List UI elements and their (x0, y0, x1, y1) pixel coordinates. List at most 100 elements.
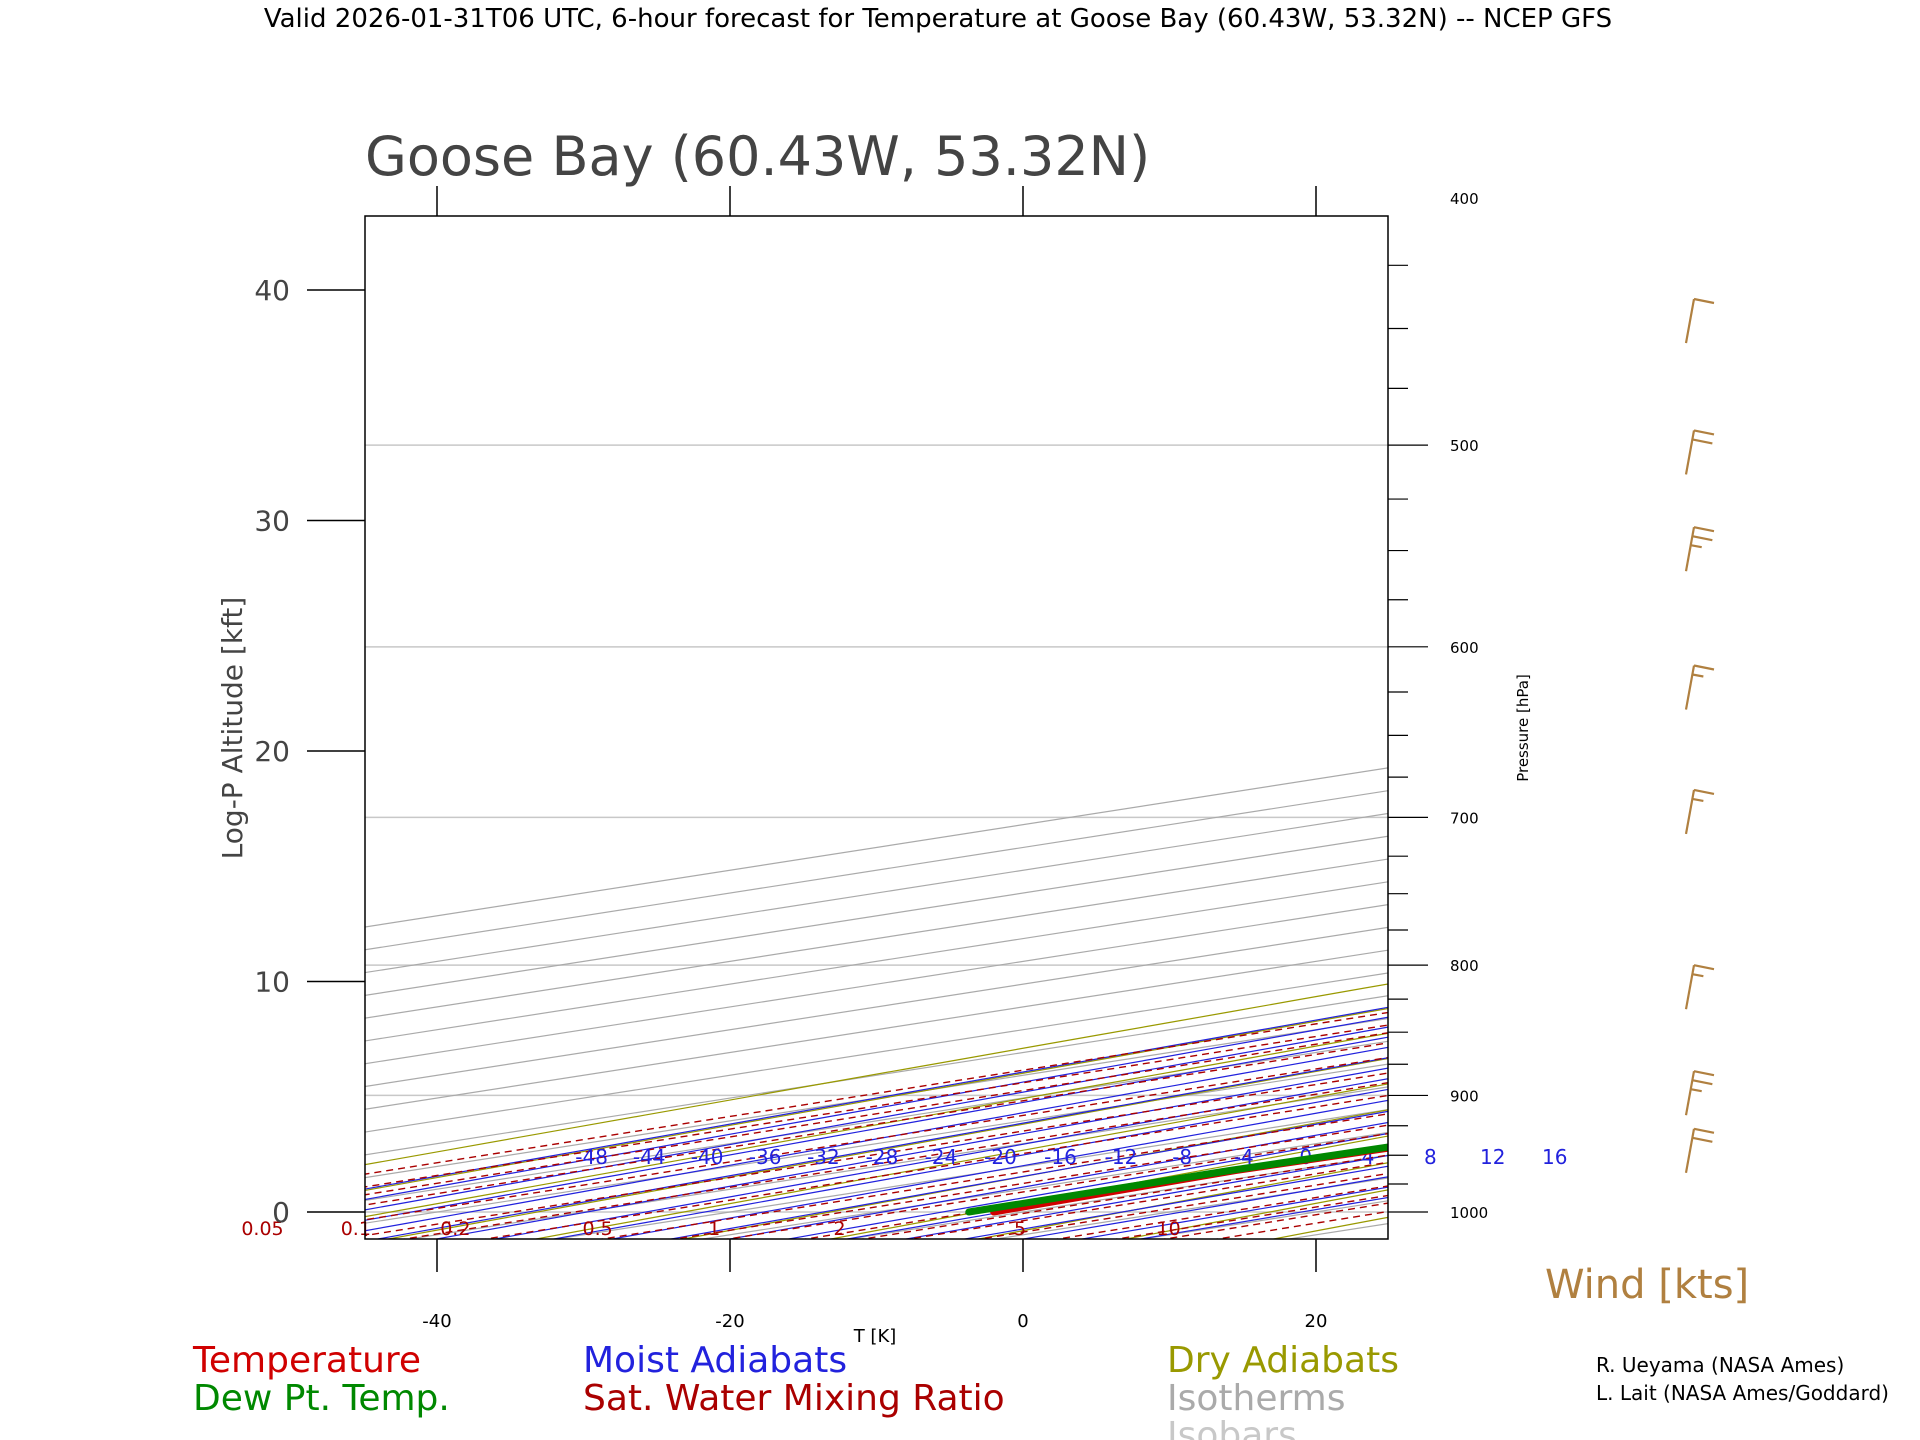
wind-barb (1684, 526, 1715, 572)
y-tick-label: 10 (254, 966, 290, 999)
mixing-ratio-line (481, 1094, 1388, 1239)
pressure-tick-label: 800 (1450, 957, 1479, 975)
dry-adiabat-line (385, 1057, 1388, 1239)
wind-label: Wind [kts] (1545, 1262, 1749, 1308)
isotherm-line (365, 926, 1388, 1088)
moist-adiabat-label: 12 (1480, 1145, 1505, 1169)
y-tick-label: 40 (254, 274, 290, 307)
moist-adiabat-line (550, 1088, 1388, 1239)
dry-adiabat-line (1553, 193, 1920, 1242)
mixing-ratio-line (1112, 1194, 1388, 1239)
legend-temperature: Temperature (192, 1340, 421, 1381)
plot-frame (364, 215, 1389, 1240)
y-tick-label: 30 (254, 505, 290, 538)
moist-adiabat-line (1078, 1186, 1388, 1239)
wind-barbs (1684, 297, 1715, 1174)
thermo-diagram-lines (365, 186, 1920, 1242)
moist-adiabat-label: -28 (866, 1145, 899, 1169)
dry-adiabat-line (365, 1032, 1388, 1218)
moist-adiabat-label: -12 (1105, 1145, 1138, 1169)
moist-adiabat-label: -44 (633, 1145, 666, 1169)
mixing-ratio-line (859, 1154, 1388, 1239)
mixing-ratio-label: 0.5 (582, 1218, 612, 1240)
x-axis-label: T [K] (853, 1326, 897, 1347)
credit-line-1: R. Ueyama (NASA Ames) (1596, 1353, 1844, 1377)
mixing-ratio-line (801, 1145, 1388, 1239)
sounding-profiles (965, 1143, 1388, 1216)
legend-dewpoint: Dew Pt. Temp. (193, 1378, 450, 1419)
dry-adiabat-line (1406, 193, 1920, 1242)
wind-barb (1684, 1070, 1715, 1116)
mixing-ratio-label: 2 (834, 1218, 846, 1240)
pressure-tick-label: 700 (1450, 809, 1479, 827)
moist-adiabat-line (785, 1132, 1388, 1239)
moist-adiabat-line (902, 1154, 1388, 1239)
dry-adiabat-line (365, 1007, 1388, 1192)
legend-isobars: Isobars (1167, 1415, 1297, 1440)
moist-adiabat-label: 8 (1424, 1145, 1437, 1169)
isotherm-line (1416, 186, 1920, 1242)
legend: Temperature Dew Pt. Temp. Moist Adiabats… (192, 1340, 1399, 1440)
moist-adiabat-label: -36 (749, 1145, 782, 1169)
moist-adiabat-line (961, 1165, 1388, 1239)
moist-adiabat-label: -16 (1044, 1145, 1077, 1169)
isotherm-line (1284, 1222, 1388, 1239)
legend-isotherms: Isotherms (1167, 1378, 1345, 1419)
mixing-ratio-line (365, 1056, 1388, 1221)
mixing-ratio-label: 0.2 (440, 1218, 470, 1240)
pressure-tick-label: 400 (1450, 190, 1479, 208)
moist-adiabat-label: -40 (691, 1145, 724, 1169)
moist-adiabat-line (365, 1046, 1388, 1232)
x-tick-label: -40 (422, 1311, 451, 1332)
isotherm-line (365, 1040, 1388, 1202)
moist-adiabat-line (491, 1078, 1388, 1239)
moist-adiabat-line (365, 1026, 1388, 1211)
moist-adiabat-line (365, 1016, 1388, 1201)
dry-adiabat-line (827, 1135, 1388, 1239)
isotherm-line (845, 1154, 1388, 1239)
mixing-ratio-line (365, 1032, 1388, 1196)
pressure-tick-label: 500 (1450, 437, 1479, 455)
x-tick-label: -20 (715, 1311, 744, 1332)
pressure-axis-label: Pressure [hPa] (1514, 674, 1532, 782)
isotherm-line (365, 995, 1388, 1156)
isotherm-line (552, 1109, 1388, 1239)
moist-adiabat-line (365, 1036, 1388, 1221)
x-tick-label: 20 (1305, 1311, 1328, 1332)
wind-barb (1684, 664, 1715, 710)
mixing-ratio-line (365, 1072, 1388, 1237)
isotherm-line (365, 1063, 1388, 1224)
dry-adiabat-line (1848, 193, 1920, 1242)
moist-adiabat-label: -20 (984, 1145, 1017, 1169)
mixing-ratio-label: 0.1 (341, 1218, 371, 1240)
credit-line-2: L. Lait (NASA Ames/Goddard) (1596, 1381, 1889, 1405)
moist-adiabat-line (667, 1110, 1388, 1239)
wind-barb (1684, 1127, 1715, 1174)
legend-mixing-ratio: Sat. Water Mixing Ratio (583, 1378, 1005, 1419)
wind-barb (1684, 429, 1715, 475)
x-tick-label: 0 (1017, 1311, 1028, 1332)
mixing-ratio-line (365, 1042, 1388, 1206)
dry-adiabat-line (365, 983, 1388, 1166)
mixing-ratio-line (724, 1132, 1388, 1239)
moist-adiabat-line (433, 1067, 1388, 1239)
isotherm-line (365, 949, 1388, 1110)
y-tick-label: 0 (272, 1196, 290, 1229)
pressure-tick-label: 600 (1450, 639, 1479, 657)
moist-adiabat-line (726, 1121, 1388, 1239)
mixing-ratio-label: 1 (708, 1218, 720, 1240)
mixing-ratio-line (975, 1172, 1388, 1239)
mixing-ratio-line (1160, 1202, 1388, 1239)
wind-barb (1684, 964, 1715, 1010)
moist-adiabat-line (374, 1057, 1388, 1239)
mixing-ratio-label: 5 (1014, 1218, 1026, 1240)
moist-adiabat-label: -4 (1234, 1145, 1254, 1169)
mixing-ratio-label: 0.05 (241, 1218, 283, 1240)
wind-barb (1684, 297, 1715, 344)
mixing-ratio-labels: 0.05 0.1 0.2 0.5 1 2 5 10 (241, 1218, 1180, 1240)
moist-adiabat-line (365, 1006, 1388, 1190)
y-axis-label: Log-P Altitude [kft] (216, 597, 249, 860)
dry-adiabat-line (1701, 193, 1920, 1242)
legend-dry-adiabats: Dry Adiabats (1167, 1340, 1399, 1381)
isotherm-line (365, 1017, 1388, 1179)
